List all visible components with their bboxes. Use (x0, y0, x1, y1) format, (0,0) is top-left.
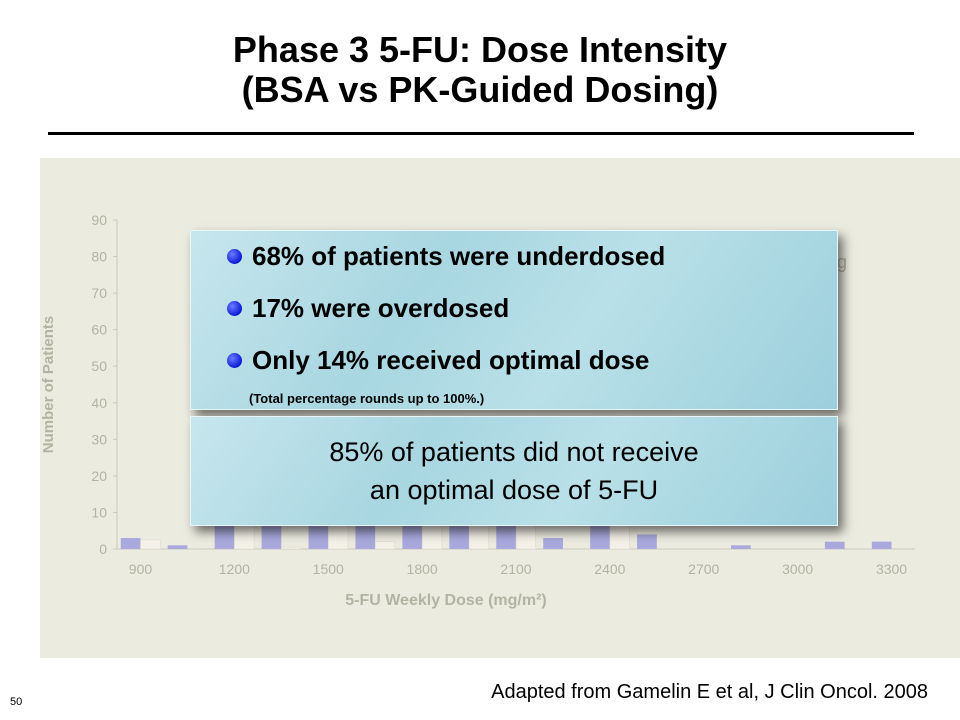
rounding-note: (Total percentage rounds up to 100%.) (249, 391, 485, 406)
x-tick-label: 3000 (782, 561, 813, 577)
bar (374, 541, 396, 550)
slide-number: 50 (10, 696, 23, 708)
bullet-underdosed: 68% of patients were underdosed (227, 241, 665, 272)
x-tick-label: 1800 (407, 561, 438, 577)
title-line-1: Phase 3 5-FU: Dose Intensity (232, 29, 728, 70)
title-divider (48, 132, 914, 135)
bar (281, 546, 302, 550)
y-tick-label: 10 (91, 504, 107, 520)
y-axis-title: Number of Patients (40, 316, 57, 454)
y-tick-label: 60 (91, 322, 107, 338)
bar (167, 545, 188, 549)
x-tick-label: 1500 (313, 561, 344, 577)
bar (824, 541, 845, 549)
bullet-overdosed: 17% were overdosed (227, 293, 509, 324)
y-tick-label: 0 (99, 541, 107, 557)
bullet-dot-icon (227, 249, 242, 264)
bullet-text: 17% were overdosed (252, 293, 510, 323)
y-tick-label: 70 (91, 285, 107, 301)
findings-callout: 68% of patients were underdosed 17% were… (190, 230, 838, 410)
summary-line-1: 85% of patients did not receive (329, 437, 699, 467)
bar (543, 538, 563, 549)
bar (730, 545, 751, 549)
y-tick-label: 80 (91, 249, 107, 265)
x-axis-title: 5-FU Weekly Dose (mg/m²) (345, 592, 547, 609)
bullet-optimal: Only 14% received optimal dose (227, 345, 649, 376)
bullet-text: Only 14% received optimal dose (252, 345, 650, 375)
bullet-dot-icon (227, 301, 242, 316)
legend-fragment: g (837, 252, 847, 272)
bullet-dot-icon (227, 353, 242, 368)
y-tick-label: 40 (91, 395, 107, 411)
dose-histogram: 0 10 20 30 40 50 60 70 80 90 900 1200 1500 1800 2100 24… (40, 212, 915, 609)
y-tick-label: 90 (91, 212, 107, 228)
x-tick-label: 2400 (594, 561, 625, 577)
x-tick-label: 2100 (500, 561, 531, 577)
title-line-2: (BSA vs PK-Guided Dosing) (241, 69, 719, 110)
x-tick-label: 3300 (876, 561, 907, 577)
summary-text: 85% of patients did not receive an optim… (191, 433, 837, 509)
x-tick-label: 2700 (688, 561, 719, 577)
citation: Adapted from Gamelin E et al, J Clin Onc… (491, 681, 928, 703)
bullet-text: 68% of patients were underdosed (252, 241, 666, 271)
bar (140, 539, 161, 550)
summary-callout: 85% of patients did not receive an optim… (190, 416, 838, 526)
y-tick-label: 30 (91, 431, 107, 447)
x-tick-label: 900 (129, 561, 153, 577)
x-tick-label: 1200 (219, 561, 250, 577)
slide-title: Phase 3 5-FU: Dose Intensity (BSA vs PK-… (0, 30, 960, 110)
bar (871, 541, 892, 549)
bar (120, 538, 141, 549)
summary-line-2: an optimal dose of 5-FU (369, 475, 659, 505)
bar (637, 534, 657, 549)
y-tick-label: 20 (91, 468, 107, 484)
y-tick-label: 50 (91, 358, 107, 374)
